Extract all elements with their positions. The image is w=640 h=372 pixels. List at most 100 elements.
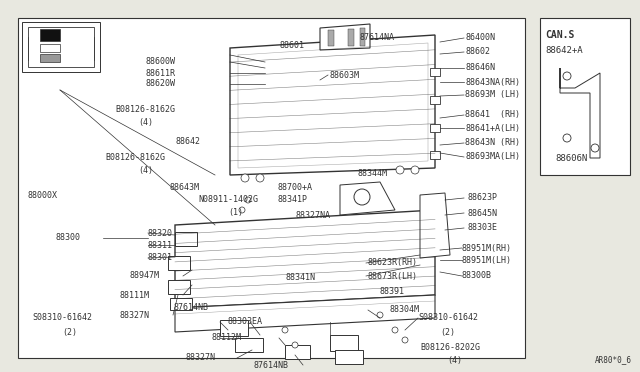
Bar: [540, 18, 630, 175]
Text: 88693MA(LH): 88693MA(LH): [465, 153, 520, 161]
Text: 88391: 88391: [380, 286, 405, 295]
Text: (4): (4): [138, 167, 153, 176]
Polygon shape: [340, 182, 395, 215]
Text: 88300B: 88300B: [462, 272, 492, 280]
Bar: [18, 18, 525, 358]
Circle shape: [411, 166, 419, 174]
Text: CAN.S: CAN.S: [545, 30, 574, 40]
Circle shape: [354, 189, 370, 205]
Polygon shape: [175, 295, 435, 332]
Bar: [28, 27, 94, 67]
Circle shape: [239, 207, 245, 213]
Circle shape: [282, 327, 288, 333]
Bar: [430, 124, 440, 132]
Circle shape: [392, 327, 398, 333]
Text: (4): (4): [138, 119, 153, 128]
Polygon shape: [175, 210, 435, 308]
Polygon shape: [420, 193, 450, 258]
Polygon shape: [328, 30, 334, 46]
Text: 88344M: 88344M: [358, 169, 388, 177]
Bar: [22, 22, 100, 72]
Text: 88600W: 88600W: [145, 58, 175, 67]
Text: (2): (2): [62, 327, 77, 337]
Text: (4): (4): [447, 356, 462, 365]
Text: 88643M: 88643M: [170, 183, 200, 192]
Polygon shape: [175, 232, 197, 246]
Text: 88320: 88320: [148, 228, 173, 237]
Text: 87614NB: 87614NB: [253, 360, 288, 369]
Text: 88673R(LH): 88673R(LH): [368, 272, 418, 280]
Text: 88301: 88301: [148, 253, 173, 263]
Polygon shape: [170, 298, 192, 310]
Text: 88304M: 88304M: [390, 305, 420, 314]
Polygon shape: [348, 29, 354, 46]
Circle shape: [245, 197, 251, 203]
Text: S08310-61642: S08310-61642: [32, 314, 92, 323]
Circle shape: [563, 72, 571, 80]
Text: 87614NA: 87614NA: [360, 33, 395, 42]
Text: 88951M(LH): 88951M(LH): [462, 256, 512, 264]
Polygon shape: [235, 338, 263, 352]
Bar: [430, 96, 440, 104]
Polygon shape: [335, 350, 363, 364]
Text: 88327N: 88327N: [120, 311, 150, 320]
Bar: [430, 68, 440, 76]
Text: 86400N: 86400N: [465, 33, 495, 42]
Text: 88000X: 88000X: [28, 190, 58, 199]
Text: 88341N: 88341N: [285, 273, 315, 282]
Text: S08310-61642: S08310-61642: [418, 314, 478, 323]
Text: 88951M(RH): 88951M(RH): [462, 244, 512, 253]
Text: 88947M: 88947M: [130, 272, 160, 280]
Text: 88111M: 88111M: [120, 291, 150, 299]
Text: B08126-8162G: B08126-8162G: [115, 106, 175, 115]
Text: N08911-1402G: N08911-1402G: [198, 196, 258, 205]
Text: 88642: 88642: [175, 138, 200, 147]
Text: 88303E: 88303E: [468, 224, 498, 232]
Text: 88646N: 88646N: [465, 64, 495, 73]
Text: B08126-8162G: B08126-8162G: [105, 154, 165, 163]
Circle shape: [563, 134, 571, 142]
Text: 88327NA: 88327NA: [295, 211, 330, 219]
Text: 88643N (RH): 88643N (RH): [465, 138, 520, 148]
Text: 88112M: 88112M: [212, 334, 242, 343]
Bar: [40, 29, 60, 41]
Text: B08126-8202G: B08126-8202G: [420, 343, 480, 353]
Circle shape: [377, 312, 383, 318]
Polygon shape: [220, 320, 248, 336]
Text: 88327N: 88327N: [185, 353, 215, 362]
Text: 88606N: 88606N: [555, 154, 588, 163]
Circle shape: [591, 144, 599, 152]
Text: 88341P: 88341P: [278, 196, 308, 205]
Polygon shape: [360, 28, 365, 46]
Bar: [430, 151, 440, 159]
Polygon shape: [330, 335, 358, 351]
Circle shape: [396, 166, 404, 174]
Text: AR80*0_6: AR80*0_6: [595, 355, 632, 364]
Circle shape: [256, 174, 264, 182]
Text: 88602: 88602: [465, 48, 490, 57]
Text: 88641  (RH): 88641 (RH): [465, 110, 520, 119]
Text: 88623R(RH): 88623R(RH): [368, 259, 418, 267]
Text: 88601: 88601: [280, 41, 305, 49]
Bar: [40, 44, 60, 52]
Circle shape: [241, 174, 249, 182]
Text: 88300: 88300: [55, 234, 80, 243]
Text: 88620W: 88620W: [145, 80, 175, 89]
Circle shape: [292, 342, 298, 348]
Text: 88611R: 88611R: [145, 68, 175, 77]
Text: 87614NB: 87614NB: [173, 304, 208, 312]
Polygon shape: [320, 24, 370, 50]
Bar: [40, 54, 60, 62]
Polygon shape: [560, 68, 600, 158]
Text: (2): (2): [440, 327, 455, 337]
Text: (1): (1): [228, 208, 243, 218]
Polygon shape: [168, 280, 190, 294]
Text: 88623P: 88623P: [468, 193, 498, 202]
Text: 88643NA(RH): 88643NA(RH): [465, 77, 520, 87]
Text: 88603M: 88603M: [330, 71, 360, 80]
Text: 88693M (LH): 88693M (LH): [465, 90, 520, 99]
Text: 88700+A: 88700+A: [278, 183, 313, 192]
Polygon shape: [285, 345, 310, 359]
Text: 88303EA: 88303EA: [228, 317, 263, 327]
Circle shape: [402, 337, 408, 343]
